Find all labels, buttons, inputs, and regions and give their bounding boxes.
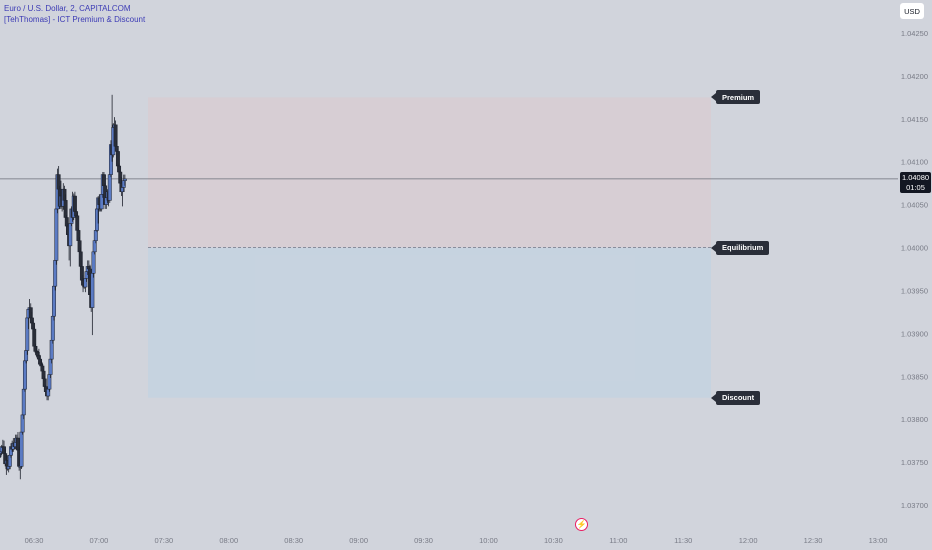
x-tick-label: 07:30 xyxy=(154,536,173,545)
candle-body-up xyxy=(107,174,112,201)
candle-body-up xyxy=(52,285,56,317)
discount-label[interactable]: Discount xyxy=(710,390,761,405)
y-tick-label: 1.04150 xyxy=(901,115,928,124)
candle xyxy=(54,206,59,265)
candle-body-up xyxy=(22,360,27,390)
premium-zone xyxy=(148,97,711,248)
y-tick-label: 1.03800 xyxy=(901,415,928,424)
candle-body-up xyxy=(54,208,59,261)
x-tick-label: 06:30 xyxy=(25,536,44,545)
x-tick-label: 10:00 xyxy=(479,536,498,545)
currency-button[interactable]: USD xyxy=(900,3,924,19)
x-tick-label: 11:00 xyxy=(609,536,627,545)
candle-body-up xyxy=(19,431,24,467)
candle-body-up xyxy=(122,178,127,181)
candle xyxy=(122,174,127,186)
time-axis[interactable]: 06:30 07:00 07:30 08:00 08:30 09:00 09:30 10:00… xyxy=(25,536,888,545)
y-tick-label: 1.03850 xyxy=(901,372,928,381)
x-tick-label: 07:00 xyxy=(90,536,109,545)
y-tick-label: 1.04000 xyxy=(901,244,928,253)
candle-body-up xyxy=(21,388,26,416)
y-tick-label: 1.03950 xyxy=(901,286,928,295)
candle-body-up xyxy=(90,273,95,308)
x-tick-label: 08:00 xyxy=(219,536,238,545)
x-tick-label: 08:30 xyxy=(284,536,303,545)
x-tick-label: 09:00 xyxy=(349,536,368,545)
y-tick-label: 1.03750 xyxy=(901,458,928,467)
chart-legend: Euro / U.S. Dollar, 2, CAPITALCOM [TehTh… xyxy=(4,3,145,25)
lightning-icon[interactable]: ⚡ xyxy=(575,518,588,531)
price-axis[interactable]: 1.04250 1.04200 1.04150 1.04100 1.04050 1.040… xyxy=(901,29,928,510)
discount-zone xyxy=(148,247,711,398)
x-tick-label: 11:30 xyxy=(674,536,692,545)
current-price-label: 1.04080 01:05 xyxy=(900,172,931,193)
equilibrium-label[interactable]: Equilibrium xyxy=(710,240,770,255)
y-tick-label: 1.04200 xyxy=(901,72,928,81)
y-tick-label: 1.04050 xyxy=(901,201,928,210)
bar-countdown: 01:05 xyxy=(906,183,925,192)
x-tick-label: 13:00 xyxy=(869,536,888,545)
indicator-title[interactable]: [TehThomas] - ICT Premium & Discount xyxy=(4,15,146,24)
candle-body-down xyxy=(75,215,80,231)
candle xyxy=(90,269,95,336)
symbol-title[interactable]: Euro / U.S. Dollar, 2, CAPITALCOM xyxy=(4,4,131,13)
x-tick-label: 10:30 xyxy=(544,536,563,545)
y-tick-label: 1.04250 xyxy=(901,29,928,38)
candle xyxy=(19,429,24,469)
y-tick-label: 1.04100 xyxy=(901,158,928,167)
x-tick-label: 09:30 xyxy=(414,536,433,545)
y-tick-label: 1.03900 xyxy=(901,329,928,338)
candle-body-up xyxy=(91,251,96,274)
current-price-value: 1.04080 xyxy=(901,173,930,182)
x-tick-label: 12:00 xyxy=(739,536,758,545)
premium-label[interactable]: Premium xyxy=(710,90,761,105)
y-tick-label: 1.03700 xyxy=(901,501,928,510)
candle-body-up xyxy=(68,223,73,247)
candles xyxy=(0,94,127,480)
x-tick-label: 12:30 xyxy=(804,536,823,545)
